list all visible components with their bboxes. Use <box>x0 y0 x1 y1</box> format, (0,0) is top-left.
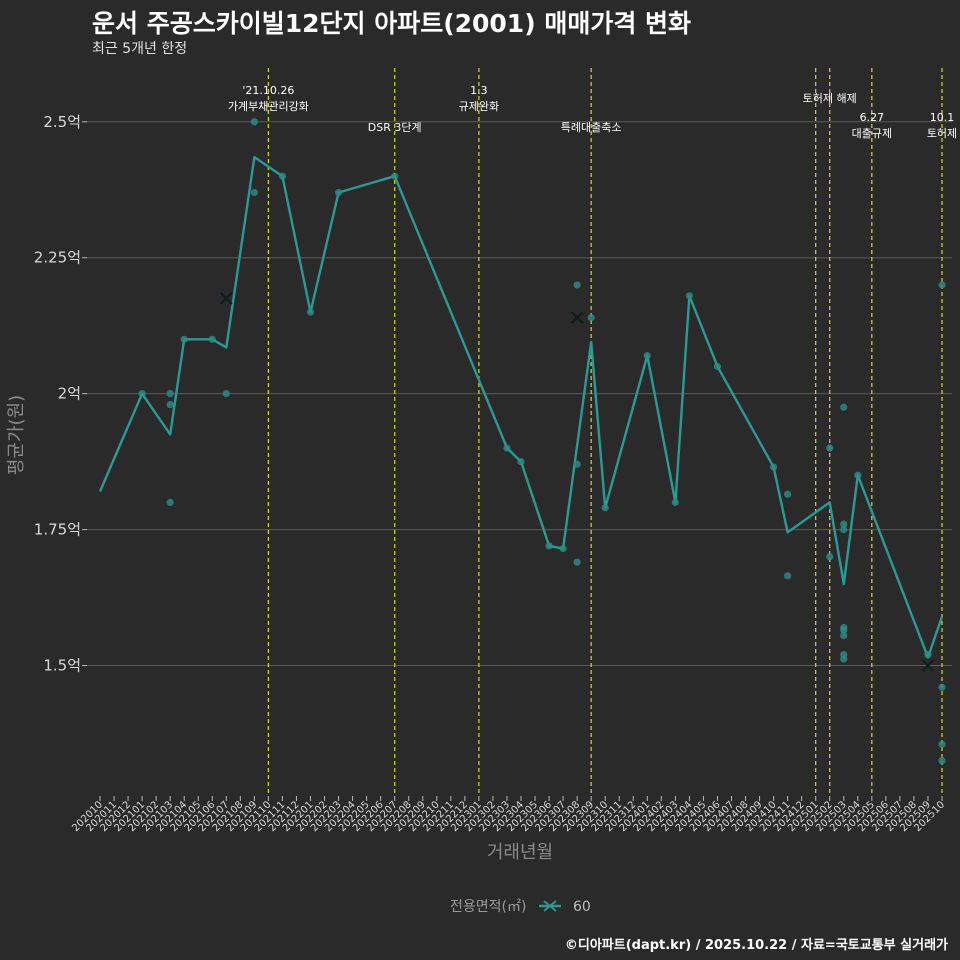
transaction-point <box>222 390 230 398</box>
transaction-point <box>938 740 946 748</box>
transaction-point <box>208 335 216 343</box>
transaction-point <box>166 390 174 398</box>
ytick-label: 2.5억 <box>43 113 81 131</box>
policy-event-label: 토허제 해제 <box>803 91 857 105</box>
transaction-point <box>517 458 525 466</box>
policy-event-label: '21.10.26 <box>242 84 294 97</box>
transaction-point <box>826 553 834 561</box>
transaction-point <box>250 118 258 126</box>
transaction-point <box>840 520 848 528</box>
transaction-point <box>938 683 946 691</box>
transaction-point <box>166 400 174 409</box>
transaction-point <box>840 403 848 411</box>
x-marker <box>570 311 584 324</box>
transaction-point <box>334 188 343 197</box>
transaction-point <box>138 390 146 398</box>
legend-title: 전용면적(㎡) <box>450 899 526 915</box>
transaction-point <box>503 444 511 452</box>
ytick-label: 2억 <box>58 385 81 403</box>
transaction-point <box>685 292 694 300</box>
transaction-point <box>306 308 315 316</box>
transaction-point <box>840 626 848 634</box>
policy-event-label: 가계부채관리강화 <box>228 100 309 113</box>
series-line-60 <box>98 155 944 659</box>
policy-event-label: 규제완화 <box>459 100 499 113</box>
x-axis-title: 거래년월 <box>487 842 553 863</box>
transaction-point <box>840 632 848 640</box>
transaction-point <box>180 335 188 343</box>
transaction-point <box>573 460 581 468</box>
transaction-point <box>770 463 778 471</box>
transaction-point <box>250 188 258 197</box>
ytick-label: 1.5억 <box>43 657 81 675</box>
policy-event-label: 10.1 <box>930 111 955 124</box>
transaction-point <box>545 542 553 550</box>
y-axis-title: 평균가(원) <box>6 395 27 475</box>
policy-event-label: 대출규제 <box>852 127 892 140</box>
transaction-point <box>573 558 581 566</box>
transaction-point <box>559 545 567 553</box>
transaction-point <box>938 281 946 289</box>
transaction-point <box>784 572 792 580</box>
policy-event-label: 1.3 <box>470 84 488 97</box>
transaction-point <box>671 498 679 506</box>
ytick-label: 2.25억 <box>34 249 81 267</box>
chart-title: 운서 주공스카이빌12단지 아파트(2001) 매매가격 변화 <box>92 9 692 38</box>
policy-event-label: DSR 3단계 <box>368 121 422 134</box>
transaction-point <box>278 172 287 180</box>
ytick-label: 1.75억 <box>34 521 81 539</box>
transaction-point <box>166 498 174 506</box>
legend: 전용면적(㎡) 60 <box>450 899 591 915</box>
policy-event-label: 토허제 <box>927 127 957 140</box>
transaction-point <box>573 281 581 289</box>
transaction-point <box>840 655 848 663</box>
legend-entry-60: 60 <box>573 899 591 915</box>
transaction-point <box>713 362 722 371</box>
transaction-point <box>826 444 834 452</box>
x-marker <box>921 659 935 672</box>
policy-event-label: 6.27 <box>860 111 885 124</box>
transaction-point <box>938 757 946 765</box>
transaction-point <box>840 525 848 534</box>
legend-x-swatch <box>543 900 557 912</box>
transaction-point <box>391 172 399 180</box>
transaction-point <box>643 352 651 360</box>
transaction-point <box>784 490 792 498</box>
transaction-point <box>854 471 862 479</box>
chart-subtitle: 최근 5개년 한정 <box>92 41 188 57</box>
x-marker <box>220 292 233 305</box>
source-caption: ©디아파트(dapt.kr) / 2025.10.22 / 자료=국토교통부 실… <box>564 938 948 953</box>
transaction-point <box>587 313 595 322</box>
policy-event-label: 특례대출축소 <box>561 121 622 134</box>
transaction-point <box>924 651 932 659</box>
transaction-point <box>601 504 609 512</box>
